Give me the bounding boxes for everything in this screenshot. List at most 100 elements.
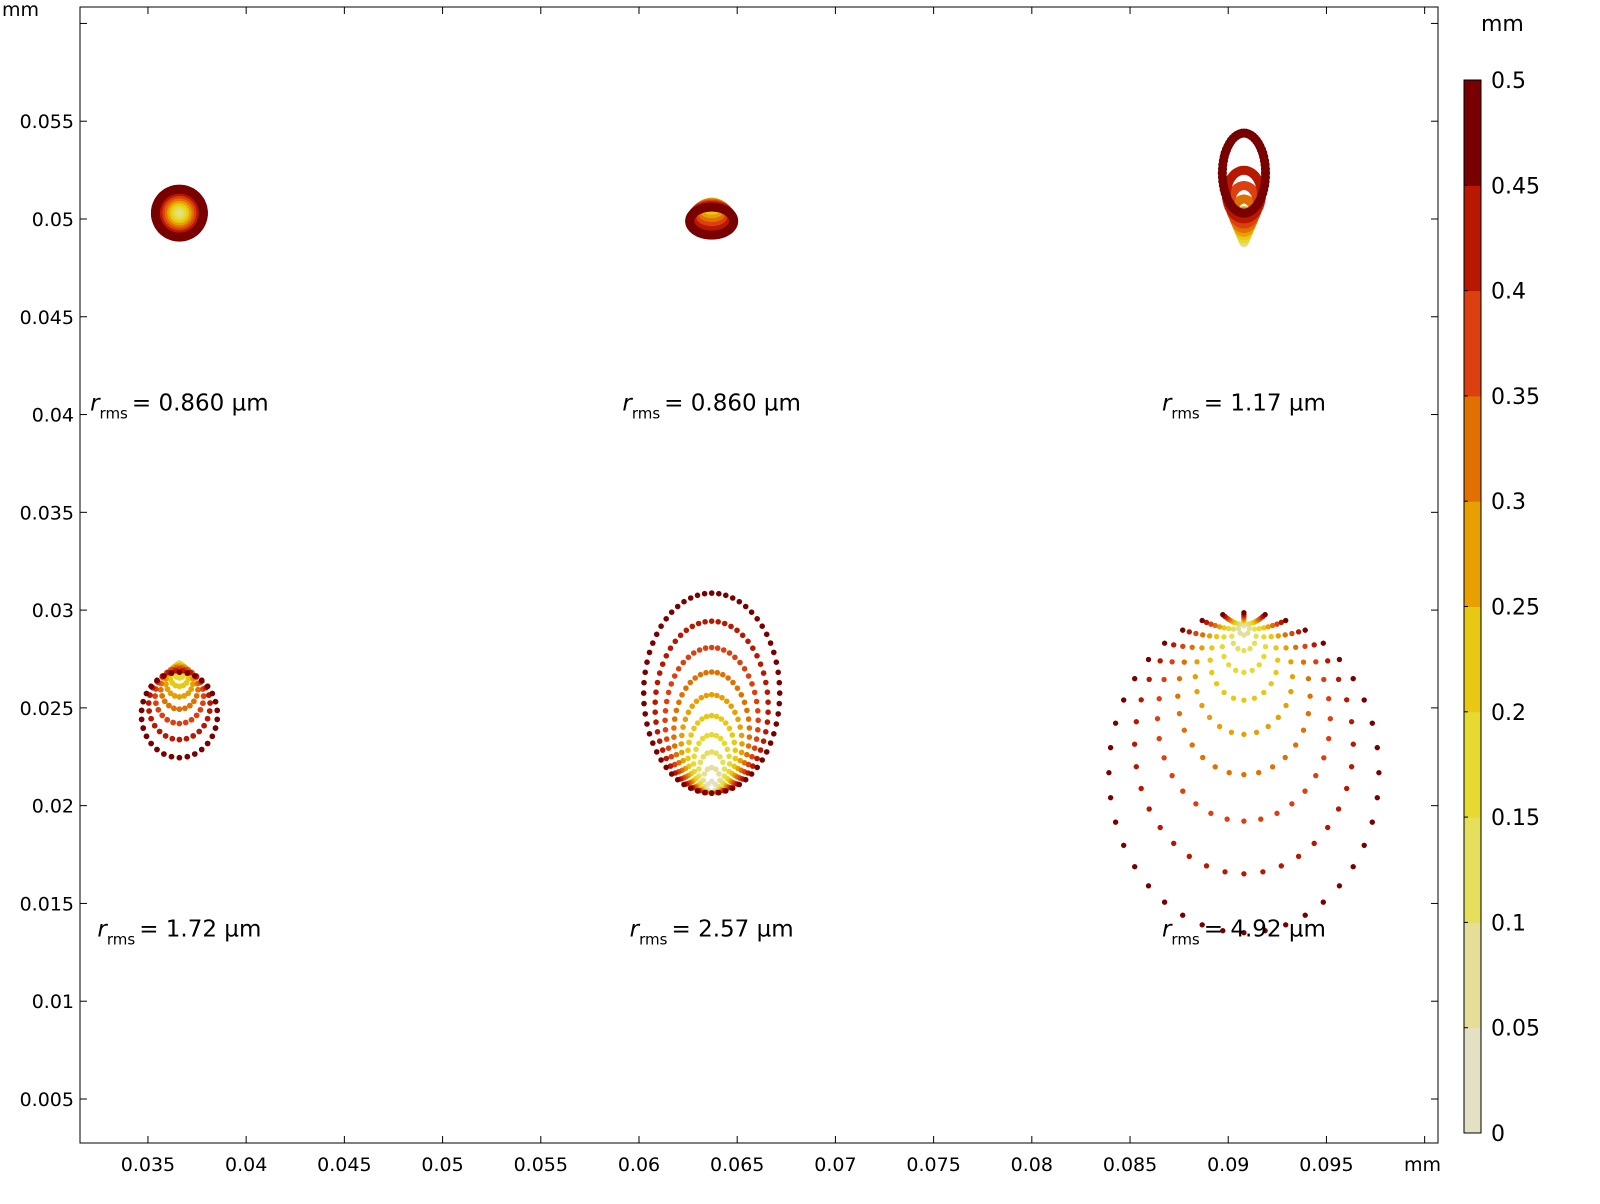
ray-point <box>212 698 219 705</box>
ray-point <box>736 598 743 605</box>
ray-point <box>151 722 158 729</box>
ray-point <box>1326 736 1332 742</box>
ray-point <box>1289 674 1296 680</box>
ray-point <box>685 709 692 716</box>
colorbar-band <box>1464 1027 1481 1134</box>
ray-point <box>1278 863 1284 869</box>
ray-point <box>755 717 761 724</box>
rms-subscript: rms <box>632 405 661 423</box>
ray-point <box>1226 626 1232 632</box>
ray-point <box>1212 764 1218 770</box>
ray-point <box>776 679 783 686</box>
ray-point <box>1162 640 1168 646</box>
ray-point <box>184 753 191 760</box>
ray-point <box>755 708 761 714</box>
colorbar-tick-label: 0.1 <box>1491 911 1526 936</box>
ray-point <box>1336 806 1342 812</box>
ray-point <box>720 671 726 678</box>
ray-point <box>697 759 704 766</box>
ray-point <box>1374 745 1380 751</box>
ray-point <box>1235 646 1241 652</box>
ray-point <box>745 673 752 679</box>
y-tick-label: 0.025 <box>20 698 74 720</box>
ray-point <box>1108 745 1114 751</box>
ray-point <box>1300 727 1307 733</box>
colorbar-band <box>1464 185 1481 292</box>
ray-point <box>719 694 725 701</box>
ray-point <box>1262 612 1268 618</box>
ray-point <box>754 764 760 771</box>
ray-point <box>1293 742 1299 748</box>
ray-point <box>773 721 780 727</box>
ray-point <box>1256 626 1262 632</box>
x-tick-label: 0.055 <box>514 1154 568 1176</box>
ray-point <box>209 690 216 697</box>
ray-point <box>1169 773 1175 779</box>
ray-point <box>168 670 175 676</box>
ray-point <box>773 659 780 665</box>
ray-point <box>742 776 749 783</box>
ray-point <box>153 700 159 706</box>
rms-symbol: r <box>90 391 101 417</box>
y-tick-label: 0.02 <box>32 796 74 818</box>
colorbar-tick-label: 0.2 <box>1491 701 1526 726</box>
rms-subscript: rms <box>100 405 129 423</box>
ray-point <box>176 669 183 675</box>
ray-point <box>1241 818 1247 824</box>
ray-point <box>1256 770 1262 776</box>
ray-point <box>644 721 650 727</box>
ray-point <box>1273 645 1279 651</box>
ray-point <box>776 700 783 707</box>
ray-point <box>171 693 178 699</box>
ray-point <box>1320 899 1326 905</box>
ray-point <box>1249 667 1255 673</box>
ray-point <box>738 732 745 739</box>
ray-point <box>1369 819 1375 825</box>
ray-point <box>1154 716 1161 722</box>
ray-point <box>1192 674 1198 680</box>
ray-point <box>693 746 699 753</box>
ray-point <box>1251 640 1258 647</box>
ray-point <box>696 647 703 653</box>
colorbar-band <box>1464 606 1481 713</box>
ray-point <box>753 736 760 742</box>
ray-point <box>182 719 189 726</box>
ray-point <box>1199 922 1205 928</box>
ray-point <box>1224 816 1230 822</box>
ray-point <box>732 755 739 762</box>
x-tick-label: 0.045 <box>317 1154 371 1176</box>
ray-point <box>1253 633 1259 639</box>
ray-point <box>212 725 219 731</box>
ray-point <box>688 732 694 738</box>
ray-point <box>652 699 658 705</box>
ray-point <box>1228 729 1234 735</box>
colorbar-tick-label: 0.4 <box>1491 280 1526 305</box>
ray-point <box>754 653 760 659</box>
x-tick-label: 0.09 <box>1207 1154 1249 1176</box>
ray-point <box>650 740 656 746</box>
ray-point <box>653 749 660 755</box>
ray-point <box>173 674 180 680</box>
ray-point <box>746 734 753 740</box>
ray-point <box>185 690 191 697</box>
ray-point <box>1261 689 1267 696</box>
ray-point <box>726 753 732 760</box>
ray-point <box>1233 667 1239 673</box>
ray-point <box>674 776 681 783</box>
ray-point <box>708 618 715 624</box>
y-axis: 0.005 0.01 0.015 0.02 0.025 0.03 0.035 0.04 0.04… <box>20 22 1438 1111</box>
ray-point <box>1282 754 1288 761</box>
ray-point <box>1289 801 1295 807</box>
ray-point <box>702 619 708 625</box>
ray-point <box>654 679 661 686</box>
ray-point <box>713 732 720 739</box>
ray-point <box>642 669 648 676</box>
ray-point <box>207 700 213 706</box>
ray-point <box>1199 617 1205 624</box>
ray-point <box>138 716 145 723</box>
ray-point <box>1265 723 1271 730</box>
ray-point <box>718 716 725 722</box>
ray-point <box>1321 755 1327 761</box>
spot-1 <box>150 184 208 242</box>
ray-point <box>1180 627 1186 633</box>
